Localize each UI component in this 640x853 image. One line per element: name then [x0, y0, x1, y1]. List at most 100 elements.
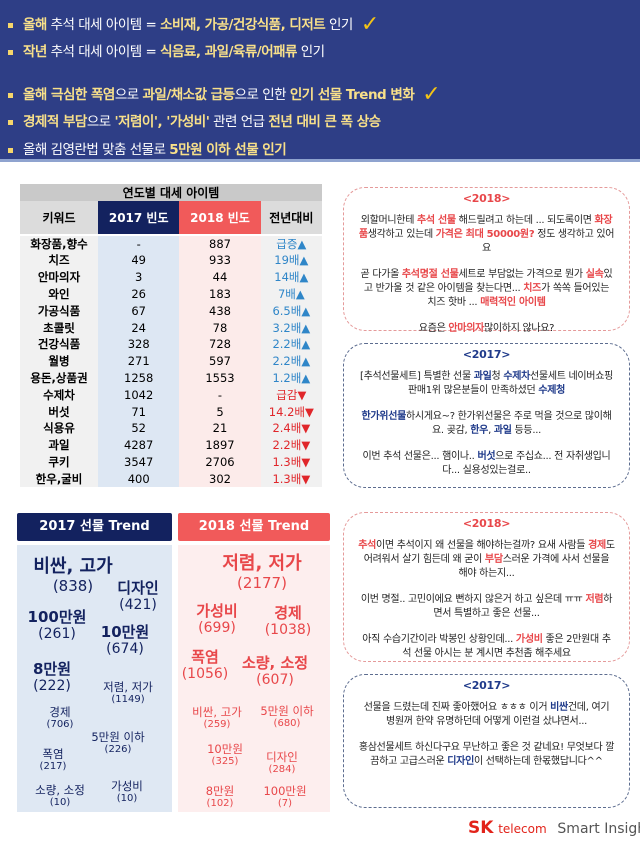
keyword-count: (1038) — [264, 622, 312, 639]
keyword-cell: 수제차 — [20, 386, 99, 404]
text: 요즘은 — [418, 323, 449, 334]
highlight-text: 식음료, 과일/육류/어패류 — [160, 44, 297, 60]
trend-keyword: 10만원 (325) — [207, 742, 243, 768]
change-cell: 2.2배▲ — [260, 335, 322, 353]
bullet-text: 작년 추석 대세 아이템 = 식음료, 과일/육류/어패류 인기 — [23, 44, 325, 60]
keyword-label: 10만원 — [207, 742, 243, 756]
highlight-text: 가격은 최대 50000원? — [435, 229, 535, 240]
trend-keyword: 가성비 (699) — [196, 602, 238, 636]
keyword-label: 비싼, 고가 — [33, 556, 113, 577]
highlight-text: 실속 — [585, 269, 604, 280]
highlight-text: '저렴이', '가성비' — [114, 114, 210, 130]
bullet-text: 올해 추석 대세 아이템 = 소비재, 가공/건강식품, 디저트 인기 — [23, 17, 353, 33]
change-cell: 2.2배▼ — [260, 436, 322, 454]
freq-2018-cell: 5 — [179, 403, 261, 420]
keyword-count: (1149) — [111, 694, 145, 706]
highlight-text: 매력적인 아이템 — [480, 297, 546, 308]
quote-paragraph: 아직 수습기간이라 박봉인 상황인데... 가성비 좋은 2만원대 추석 선물 … — [344, 633, 629, 661]
table-row: 화장품,향수 -887 급증▲ — [20, 235, 322, 252]
change-cell: 14.2배▼ — [260, 403, 322, 420]
keyword-count: (1056) — [181, 666, 229, 683]
highlight-text: 한우 — [470, 425, 489, 436]
freq-2018-cell: 597 — [179, 352, 261, 370]
text: 도 어려워서 살기 힘든데 왜 굳이 — [363, 540, 615, 565]
freq-2018-cell: 183 — [179, 285, 261, 303]
keyword-count: (217) — [39, 761, 67, 773]
highlight-text: 과일 — [473, 371, 492, 382]
keyword-count: (607) — [256, 672, 294, 689]
change-cell: 7배▲ — [260, 285, 322, 303]
table-row: 버섯 71 5 14.2배▼ — [20, 403, 322, 420]
freq-2017-cell: 1042 — [98, 386, 180, 404]
col-2017: 2017 빈도 — [98, 201, 180, 236]
highlight-text: 한가위선물 — [361, 411, 407, 422]
quote-box-2017-a: <2017> [추석선물세트] 특별한 선물 과일청 수제차선물세트 네이버쇼핑 … — [343, 343, 630, 488]
keyword-cell: 월병 — [20, 352, 99, 370]
quote-paragraph: 홍삼선물세트 하신다구요 무난하고 좋은 것 같네요! 무엇보다 깔끔하고 고급… — [344, 741, 629, 769]
keyword-cell: 과일 — [20, 436, 99, 454]
freq-2018-cell: 728 — [179, 335, 261, 353]
text: 있고 반가울 것 같은 아이템을 찾는다면... — [363, 269, 613, 294]
keyword-cell: 식용유 — [20, 419, 99, 437]
highlight-text: 추석 — [358, 540, 377, 551]
bullet-text: 경제적 부담으로 '저렴이', '가성비' 관련 언급 전년 대비 큰 폭 상승 — [23, 114, 381, 130]
freq-2018-cell: 302 — [179, 470, 261, 488]
text: 가 쏙쏙 들어있는 치즈 핫바 ... — [427, 283, 610, 308]
summary-bullet: 올해 추석 대세 아이템 = 소비재, 가공/건강식품, 디저트 인기 ✓ — [8, 12, 379, 37]
trend-keyword: 폭염 (217) — [39, 747, 67, 773]
trend-keyword: 비싼, 고가 (259) — [192, 705, 242, 731]
highlight-text: 안마의자 — [448, 323, 484, 334]
quote-year-title: <2018> — [462, 192, 511, 205]
text: 홍삼선물세트 하신다구요 무난하고 좋은 것 같네요! 무엇보다 깔끔하고 고급… — [358, 742, 615, 767]
freq-2017-cell: 1258 — [98, 369, 180, 387]
freq-2017-cell: - — [98, 235, 180, 252]
trend-keyword: 8만원 (102) — [206, 784, 234, 810]
bullet-text: 올해 극심한 폭염으로 과일/채소값 급등으로 인한 인기 선물 Trend 변… — [23, 87, 415, 103]
highlight-text: 올해 극심한 폭염 — [23, 87, 115, 103]
text: 세트로 부담없는 가격으로 뭔가 — [458, 269, 586, 280]
trend-keyword: 소량, 소정 (607) — [242, 654, 308, 689]
keyword-label: 비싼, 고가 — [192, 705, 242, 719]
quote-paragraph: 요즘은 안마의자많이하지 않나요? — [344, 322, 629, 336]
quote-paragraph: 추석이면 추석이지 왜 선물을 해야하는걸까? 요새 사람들 경제도 어려워서 … — [344, 539, 629, 581]
keyword-cell: 화장품,향수 — [20, 235, 99, 252]
quote-paragraph: 이번 추석 선물은... 햄이나.. 버섯으로 주십쇼... 전 자취생입니다.… — [344, 450, 629, 478]
keyword-count: (10) — [49, 797, 71, 809]
keyword-label: 디자인 — [266, 750, 298, 764]
trend-keyword: 저렴, 저가 (1149) — [103, 680, 153, 706]
freq-2018-cell: 887 — [179, 235, 261, 252]
text: 인기 — [325, 17, 353, 33]
quote-box-2018-a: <2018> 외할머니한테 추석 선물 해드릴려고 하는데 ... 되도록이면 화… — [343, 187, 630, 334]
quote-paragraph: 선물을 드렸는데 진짜 좋아했어요 ㅎㅎㅎ 이거 비싼건데, 여기 병원꺼 한약… — [344, 701, 629, 729]
freq-2018-cell: - — [179, 386, 261, 404]
freq-2018-cell: 438 — [179, 302, 261, 320]
table-row: 안마의자 3 44 14배▲ — [20, 268, 322, 286]
text: 선물을 드렸는데 진짜 좋아했어요 ㅎㅎㅎ 이거 — [363, 702, 551, 713]
trend-keyword: 10만원 (674) — [101, 623, 149, 658]
text: 이번 추석 선물은... 햄이나.. — [362, 451, 478, 462]
text: 추석 대세 아이템 = — [46, 17, 161, 33]
change-cell: 3.2배▲ — [260, 319, 322, 336]
keyword-label: 소량, 소정 — [35, 783, 85, 797]
bullet-icon — [8, 22, 13, 28]
keyword-label: 저렴, 저가 — [222, 553, 302, 574]
text: 청 — [491, 371, 504, 382]
keyword-cell: 쿠키 — [20, 453, 99, 471]
keyword-count: (674) — [106, 641, 144, 658]
table-row: 치즈 49 933 19배▲ — [20, 252, 322, 269]
freq-2017-cell: 3 — [98, 268, 180, 286]
highlight-text: 추석 선물 — [416, 215, 456, 226]
keyword-cell: 초콜릿 — [20, 319, 99, 336]
change-cell: 6.5배▲ — [260, 302, 322, 320]
trend-keyword: 가성비 (10) — [111, 779, 143, 805]
change-cell: 1.3배▼ — [260, 470, 322, 488]
trend-keyword: 8만원 (222) — [33, 660, 71, 694]
highlight-text: 수제청 — [538, 385, 566, 396]
highlight-text: 치즈 — [523, 283, 542, 294]
highlight-text: 디자인 — [447, 756, 474, 767]
text: 정도 생각하고 있어요 — [482, 229, 615, 254]
sk-telecom-logo: SK telecom Smart Insight — [468, 818, 640, 838]
keyword-label: 가성비 — [196, 602, 238, 620]
freq-2017-cell: 400 — [98, 470, 180, 488]
freq-2018-cell: 1897 — [179, 436, 261, 454]
